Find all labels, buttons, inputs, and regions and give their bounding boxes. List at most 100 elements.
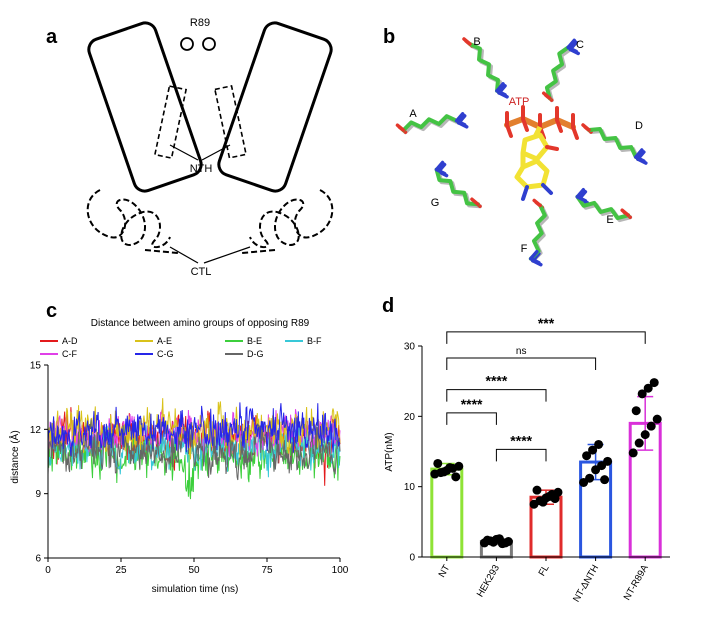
significance-bracket (446, 331, 646, 344)
x-tick-label: 75 (261, 565, 273, 576)
legend-label: B-F (307, 336, 322, 346)
x-tick-label: 0 (45, 565, 51, 576)
legend-label: D-G (247, 349, 264, 359)
legend-label: A-D (62, 336, 78, 346)
chain-label-a: A (409, 108, 417, 120)
x-tick-label: NT-ΔNTH (571, 563, 601, 604)
chain-label-e: E (606, 214, 613, 226)
helix-right (217, 21, 333, 193)
ctl-loops-right (249, 189, 334, 249)
nth-right (213, 84, 248, 159)
y-tick-label: 12 (30, 425, 42, 436)
panel-letter-d: d (382, 295, 395, 317)
y-tick-label: 30 (404, 342, 416, 353)
y-tick-label: 9 (35, 489, 41, 500)
data-point (582, 451, 592, 461)
r89-label: R89 (190, 17, 210, 29)
residue-chain-g (434, 160, 482, 209)
x-tick-label: NT (437, 563, 453, 580)
panel-d-chart: NT HEK293 FL NT-ΔNTH NT-R89A************ns**… (384, 315, 670, 604)
chart-c-xlabel: simulation time (ns) (152, 584, 239, 595)
data-point (594, 439, 604, 449)
significance-bracket (446, 357, 597, 370)
data-point (637, 389, 647, 399)
residue-chain-f (528, 198, 549, 267)
legend-label: C-F (62, 349, 77, 359)
data-point (451, 472, 461, 482)
significance-label: ns (516, 346, 527, 357)
data-point (500, 538, 510, 548)
legend-label: A-E (157, 336, 172, 346)
data-point (550, 494, 560, 504)
atp-label: ATP (509, 96, 530, 108)
r89-residue-left (180, 37, 194, 51)
chain-label-b: B (473, 36, 480, 48)
significance-label: **** (510, 432, 532, 448)
atp-ligand (504, 105, 579, 201)
residue-chain-a (395, 112, 469, 135)
data-point (588, 445, 598, 455)
significance-bracket (495, 448, 547, 462)
significance-bracket (446, 412, 497, 425)
series-line-c-g (47, 402, 341, 456)
legend-label: B-E (247, 336, 262, 346)
data-point (652, 414, 662, 424)
chart-c-ylabel: distance (Å) (8, 430, 21, 483)
significance-label: *** (538, 315, 555, 331)
panel-a-schematic: R89 NTH CTL (86, 17, 334, 278)
data-point (603, 456, 613, 466)
panel-letter-c: c (46, 300, 58, 322)
ctl-loops-left (86, 189, 171, 249)
data-point (640, 430, 650, 440)
legend-label: C-G (157, 349, 174, 359)
data-point (649, 378, 659, 388)
panel-letter-a: a (46, 26, 58, 48)
x-tick-label: 25 (115, 565, 127, 576)
x-tick-label: NT-R89A (622, 562, 651, 602)
data-point (445, 463, 455, 473)
nth-left (153, 85, 188, 160)
residue-chain-d (581, 123, 648, 165)
chart-c-title: Distance between amino groups of opposin… (91, 318, 310, 329)
panel-c-chart: Distance between amino groups of opposin… (8, 318, 349, 595)
bar-0 (430, 467, 464, 559)
y-tick-label: 10 (404, 482, 416, 493)
r89-residue-right (202, 37, 216, 51)
data-point (646, 421, 656, 431)
nth-label: NTH (190, 163, 213, 175)
y-tick-label: 0 (409, 553, 415, 564)
x-tick-label: HEK293 (475, 563, 502, 599)
y-tick-label: 6 (35, 554, 41, 565)
panel-b-structure: ATP A B C D E F G (395, 36, 648, 267)
data-point (433, 458, 443, 468)
data-point (600, 475, 610, 485)
chain-label-g: G (431, 197, 440, 209)
panel-letter-b: b (383, 26, 396, 48)
data-point (585, 473, 595, 483)
chain-label-f: F (521, 243, 528, 255)
data-point (538, 497, 548, 507)
chart-d-ylabel: ATP(nM) (384, 432, 395, 471)
residue-chain-b (462, 37, 509, 99)
residue-chain-c (541, 38, 580, 103)
x-tick-label: 50 (188, 565, 200, 576)
chain-label-d: D (635, 120, 643, 132)
significance-bracket (446, 389, 547, 402)
data-point (631, 406, 641, 416)
y-tick-label: 15 (30, 361, 42, 372)
data-point (532, 485, 542, 495)
data-point (628, 448, 638, 458)
y-tick-label: 20 (404, 412, 416, 423)
x-tick-label: FL (537, 563, 552, 578)
significance-label: **** (486, 373, 508, 389)
series-line-d-g (47, 419, 341, 481)
chart-c-legend: A-D A-E B-E B-F C-F C-G D-G (40, 336, 322, 359)
x-tick-label: 100 (332, 565, 349, 576)
data-point (454, 461, 464, 471)
chain-label-c: C (576, 39, 584, 51)
data-point (634, 438, 644, 448)
residue-chain-e (575, 188, 633, 223)
helix-left (87, 21, 203, 193)
ctl-label: CTL (191, 266, 212, 278)
significance-label: **** (461, 396, 483, 412)
